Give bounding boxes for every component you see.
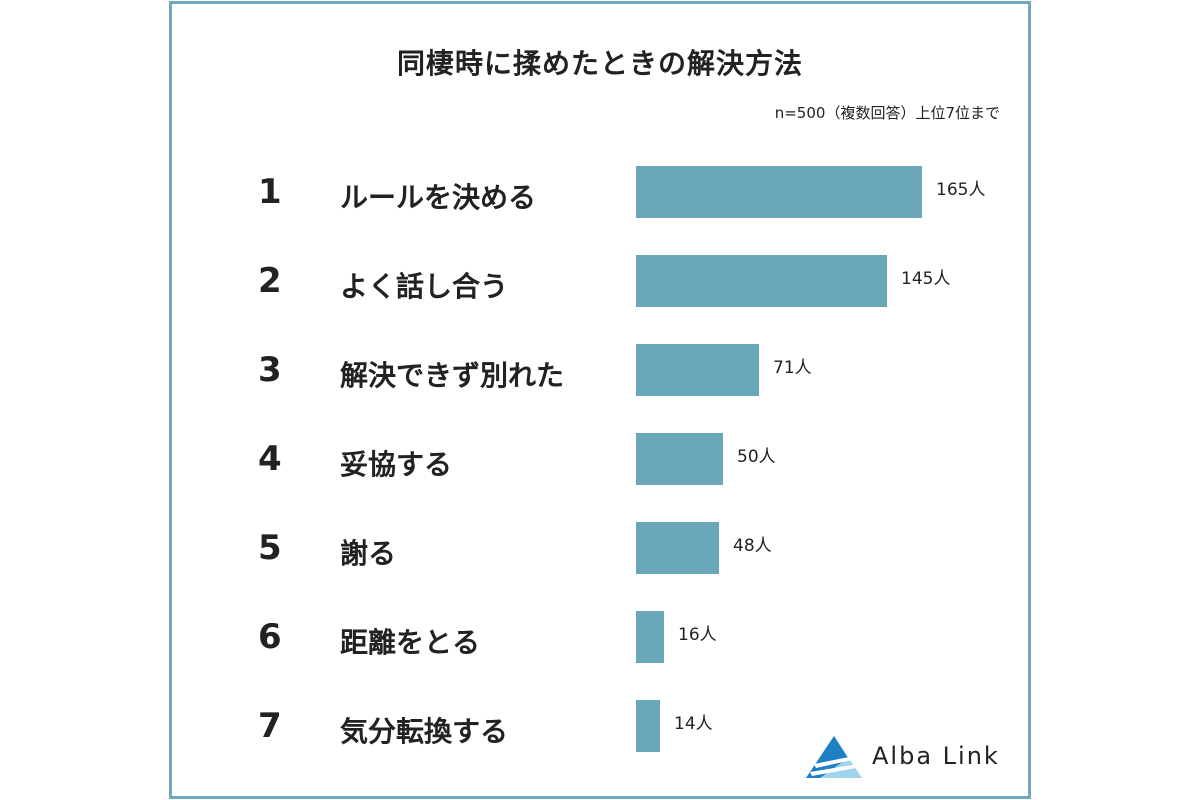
rank-number: 2	[258, 261, 282, 301]
chart-note: n=500（複数回答）上位7位まで	[774, 104, 1000, 122]
chart-row: 5 謝る 48人	[172, 522, 1028, 574]
value-label: 50人	[737, 447, 776, 467]
bar	[636, 433, 723, 485]
bar	[636, 522, 719, 574]
rank-number: 5	[258, 528, 282, 568]
chart-row: 7 気分転換する 14人	[172, 700, 1028, 752]
rank-number: 4	[258, 439, 282, 479]
bar	[636, 255, 887, 307]
value-label: 48人	[733, 536, 772, 556]
category-label: 解決できず別れた	[340, 359, 565, 392]
rank-number: 1	[258, 172, 282, 212]
bar-rows: 1 ルールを決める 165人 2 よく話し合う 145人 3 解決できず別れた 71人 4 妥協する…	[172, 4, 1028, 796]
rank-number: 3	[258, 350, 282, 390]
chart-row: 1 ルールを決める 165人	[172, 166, 1028, 218]
chart-row: 2 よく話し合う 145人	[172, 255, 1028, 307]
alba-link-logo-icon	[806, 736, 862, 778]
chart-frame: 同棲時に揉めたときの解決方法 n=500（複数回答）上位7位まで 1 ルールを決め…	[169, 1, 1031, 799]
bar	[636, 611, 664, 663]
bar	[636, 166, 922, 218]
category-label: 気分転換する	[340, 715, 509, 748]
alba-link-logo: Alba Link	[804, 734, 1014, 782]
category-label: よく話し合う	[340, 270, 509, 303]
category-label: 謝る	[340, 537, 397, 570]
category-label: ルールを決める	[340, 181, 537, 214]
value-label: 145人	[901, 269, 951, 289]
category-label: 距離をとる	[340, 626, 481, 659]
value-label: 71人	[773, 358, 812, 378]
rank-number: 7	[258, 706, 282, 746]
value-label: 165人	[936, 180, 986, 200]
bar	[636, 700, 660, 752]
chart-row: 6 距離をとる 16人	[172, 611, 1028, 663]
value-label: 14人	[674, 714, 713, 734]
alba-link-logo-text: Alba Link	[872, 742, 1000, 770]
chart-title: 同棲時に揉めたときの解決方法	[396, 47, 803, 80]
value-label: 16人	[678, 625, 717, 645]
bar	[636, 344, 759, 396]
category-label: 妥協する	[340, 448, 453, 481]
rank-number: 6	[258, 617, 282, 657]
chart-row: 3 解決できず別れた 71人	[172, 344, 1028, 396]
chart-row: 4 妥協する 50人	[172, 433, 1028, 485]
